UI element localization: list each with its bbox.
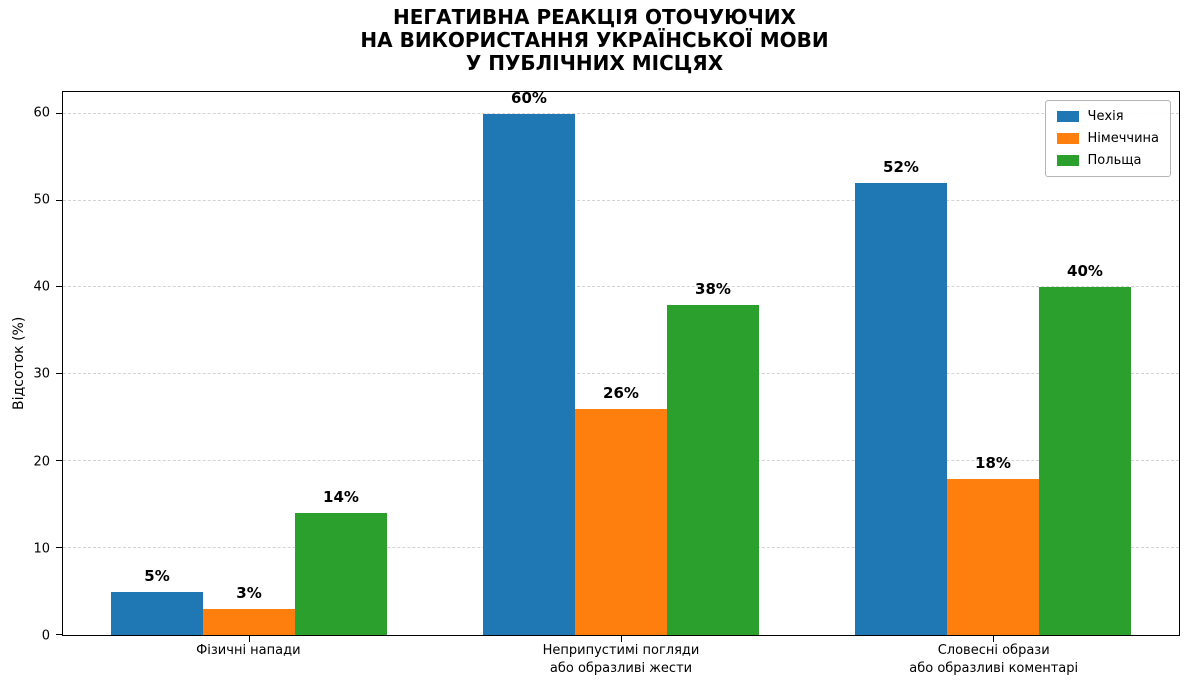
bar-value-label: 40% bbox=[1067, 262, 1103, 281]
gridline bbox=[63, 199, 1179, 201]
x-tick-label-line: Фізичні напади bbox=[196, 643, 301, 658]
bar-group: 60% 26% 38% bbox=[435, 89, 807, 642]
y-tick-mark bbox=[56, 112, 62, 114]
chart-title-line: НА ВИКОРИСТАННЯ УКРАЇНСЬКОЇ МОВИ bbox=[360, 28, 829, 52]
bar-series-2: 14% bbox=[295, 488, 387, 635]
y-tick-mark bbox=[56, 286, 62, 288]
bar-value-label: 26% bbox=[603, 384, 639, 403]
bar-group: 52% 18% 40% bbox=[807, 92, 1179, 642]
y-axis: 0 10 20 30 40 50 60 bbox=[0, 91, 56, 643]
gridline bbox=[63, 373, 1179, 375]
x-tick-label-line: Словесні образи bbox=[937, 643, 1050, 658]
gridline bbox=[63, 112, 1179, 114]
y-tick-label: 30 bbox=[33, 366, 50, 382]
legend-label: Чехія bbox=[1087, 109, 1124, 124]
y-tick-label: 20 bbox=[33, 454, 50, 470]
y-tick-mark bbox=[56, 634, 62, 635]
y-tick-label: 10 bbox=[33, 541, 50, 557]
x-tick-label-line: Неприпустимі погляди bbox=[542, 643, 700, 658]
legend-swatch bbox=[1056, 133, 1079, 144]
bar-series-1: 18% bbox=[947, 454, 1039, 635]
y-tick-mark bbox=[56, 373, 62, 375]
chart-title: НЕГАТИВНА РЕАКЦІЯ ОТОЧУЮЧИХ НА ВИКОРИСТА… bbox=[0, 6, 1189, 75]
bar-series-1: 3% bbox=[203, 584, 295, 635]
y-tick-label: 60 bbox=[33, 105, 50, 121]
x-tick-label-line: або образливі жести bbox=[549, 661, 693, 676]
bar-series-2: 38% bbox=[667, 280, 759, 635]
x-tick-label: Словесні образи або образливі коментарі bbox=[807, 642, 1180, 678]
x-tick-label-line: або образливі коментарі bbox=[909, 661, 1079, 676]
y-tick-label: 50 bbox=[33, 192, 50, 208]
y-tick-label: 0 bbox=[41, 628, 50, 644]
x-tick-label: Неприпустимі погляди або образливі жести bbox=[435, 642, 808, 678]
x-tick-mark bbox=[621, 636, 622, 642]
legend: Чехія Німеччина Польща bbox=[1044, 100, 1171, 177]
bar-series-2: 40% bbox=[1039, 262, 1131, 635]
y-tick-mark bbox=[56, 199, 62, 201]
chart-title-line: У ПУБЛІЧНИХ МІСЦЯХ bbox=[465, 51, 724, 75]
bar-value-label: 52% bbox=[883, 158, 919, 177]
bar-series-1: 26% bbox=[575, 384, 667, 635]
y-tick-label: 40 bbox=[33, 279, 50, 295]
legend-swatch bbox=[1056, 155, 1079, 166]
bar-value-label: 5% bbox=[144, 566, 170, 585]
x-tick-label: Фізичні напади bbox=[62, 642, 435, 678]
bar-value-label: 3% bbox=[236, 583, 262, 602]
bar-group: 5% 3% 14% bbox=[63, 92, 435, 642]
bar-groups: 5% 3% 14% 60% 26% 38% 52% 18% 40% bbox=[63, 89, 1179, 642]
bar-value-label: 38% bbox=[695, 279, 731, 298]
chart-title-line: НЕГАТИВНА РЕАКЦІЯ ОТОЧУЮЧИХ bbox=[393, 5, 796, 29]
legend-label: Польща bbox=[1087, 153, 1142, 168]
bar-value-label: 14% bbox=[323, 488, 359, 507]
legend-item: Німеччина bbox=[1056, 131, 1159, 146]
bar-series-0: 52% bbox=[855, 158, 947, 635]
bar-series-0: 5% bbox=[111, 567, 203, 635]
legend-swatch bbox=[1056, 111, 1079, 122]
legend-item: Польща bbox=[1056, 153, 1159, 168]
legend-item: Чехія bbox=[1056, 109, 1159, 124]
y-tick-mark bbox=[56, 547, 62, 549]
bar-value-label: 60% bbox=[511, 88, 547, 107]
bar-value-label: 18% bbox=[975, 453, 1011, 472]
y-tick-mark bbox=[56, 460, 62, 462]
x-axis-labels: Фізичні напади Неприпустимі погляди або об… bbox=[62, 642, 1180, 678]
x-tick-mark bbox=[249, 636, 250, 642]
legend-label: Німеччина bbox=[1087, 131, 1159, 146]
bar-series-0: 60% bbox=[483, 89, 575, 635]
plot-area: 5% 3% 14% 60% 26% 38% 52% 18% 40% Чехія Німеччина… bbox=[56, 89, 1180, 642]
gridline bbox=[63, 286, 1179, 288]
x-tick-mark bbox=[993, 636, 994, 642]
